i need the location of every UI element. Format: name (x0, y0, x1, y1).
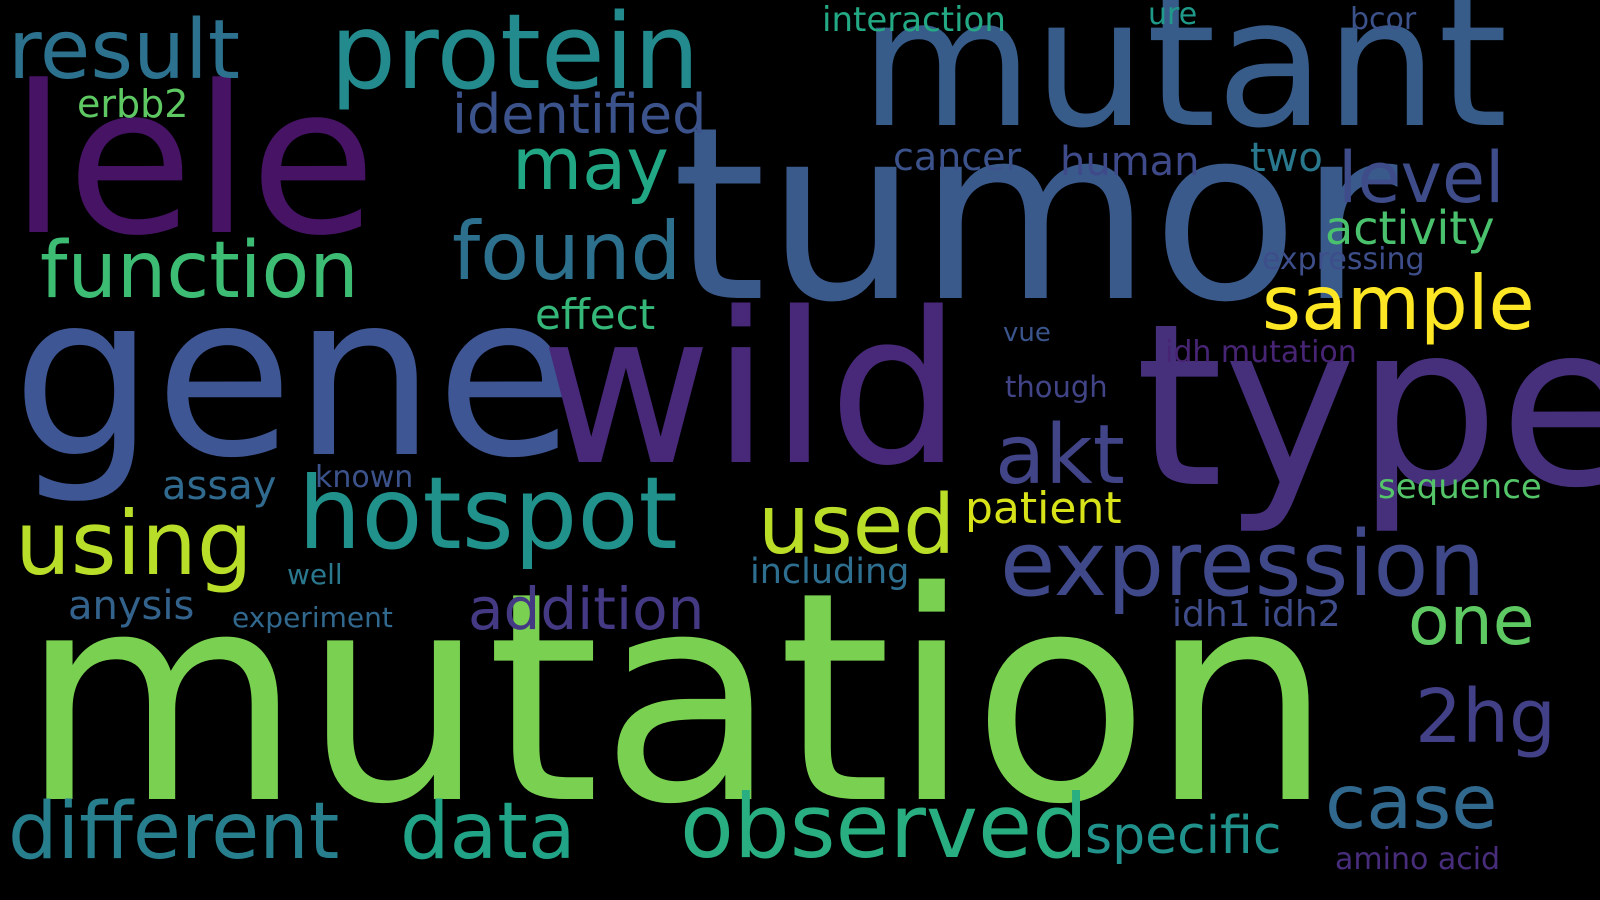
word-sample: sample (1262, 259, 1535, 347)
word-function: function (40, 226, 359, 316)
word-idh1-idh2: idh1 idh2 (1172, 594, 1341, 635)
word-case: case (1325, 758, 1498, 846)
word-observed: observed (680, 775, 1088, 878)
word-akt: akt (995, 408, 1125, 503)
word-idh-mutation: idh mutation (1165, 335, 1357, 370)
word-bcor: bcor (1350, 2, 1417, 37)
word-effect: effect (535, 290, 656, 339)
word-different: different (8, 787, 340, 877)
word-used: used (758, 478, 956, 573)
word-result: result (8, 3, 240, 98)
word-human: human (1060, 139, 1200, 185)
word-patient: patient (965, 483, 1122, 534)
word-ure: ure (1148, 0, 1198, 32)
word-sequence: sequence (1378, 467, 1542, 507)
word-including: including (750, 552, 910, 592)
word-2hg: 2hg (1415, 674, 1556, 760)
word-two: two (1250, 135, 1323, 181)
word-hotspot: hotspot (298, 455, 678, 572)
word-amino-acid: amino acid (1335, 842, 1501, 877)
word-wild: wild (540, 267, 962, 512)
word-well: well (287, 558, 343, 591)
word-protein: protein (330, 0, 700, 113)
word-known: known (315, 460, 414, 495)
word-expressing: expressing (1262, 242, 1425, 277)
word-anysis: anysis (68, 583, 195, 629)
word-using: using (15, 492, 253, 595)
word-tumor: tumor (672, 75, 1398, 355)
word-interaction: interaction (822, 0, 1006, 40)
word-activity: activity (1325, 201, 1495, 255)
word-level: level (1338, 137, 1505, 219)
word-cancer: cancer (893, 135, 1022, 179)
word-experiment: experiment (232, 601, 393, 634)
word-lele: lele (10, 43, 377, 281)
word-erbb2: erbb2 (77, 82, 189, 126)
word-gene: gene (12, 246, 575, 508)
word-mutant: mutant (860, 0, 1508, 167)
word-specific: specific (1085, 806, 1282, 866)
word-type: type (1135, 276, 1600, 538)
word-identified: identified (452, 83, 707, 146)
word-assay: assay (162, 463, 277, 509)
word-vue: vue (1003, 318, 1051, 348)
word-found: found (452, 205, 682, 298)
word-may: may (512, 122, 669, 206)
word-addition: addition (468, 575, 705, 643)
word-expression: expression (1000, 512, 1486, 617)
word-though: though (1005, 370, 1108, 404)
word-data: data (400, 787, 576, 877)
word-mutation: mutation (20, 531, 1334, 868)
word-one: one (1408, 582, 1535, 661)
